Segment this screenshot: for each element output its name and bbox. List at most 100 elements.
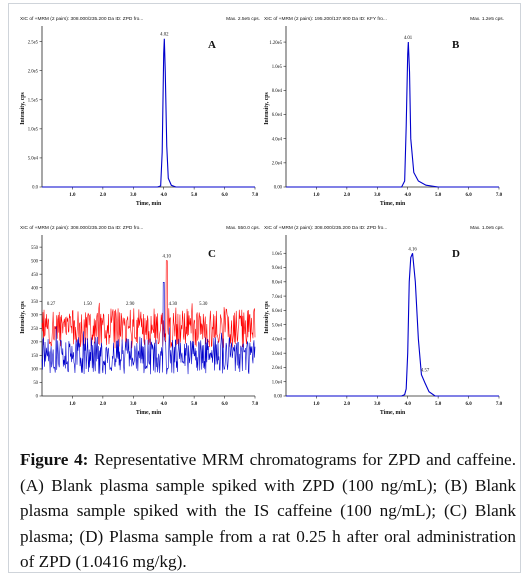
y-axis-label: Intensity, cps bbox=[20, 300, 26, 333]
x-tick-label: 5.0 bbox=[191, 193, 198, 198]
figure-frame bbox=[8, 3, 521, 573]
x-tick-label: 1.0 bbox=[313, 402, 320, 407]
caption-label: Figure 4: bbox=[20, 450, 89, 469]
chart-header: XIC of +MRM (2 pairs): 308.000/235.200 D… bbox=[20, 16, 143, 22]
y-tick-label: 2.5e5 bbox=[28, 40, 39, 45]
peak-label: 0.27 bbox=[47, 302, 56, 307]
chart-max-label: Max. 550.0 cps. bbox=[226, 225, 260, 231]
x-tick-label: 6.0 bbox=[221, 402, 228, 407]
y-tick-label: 150 bbox=[31, 354, 39, 359]
peak-label: 4.16 bbox=[408, 247, 417, 252]
panel-letter: A bbox=[208, 39, 216, 51]
x-tick-label: 7.0 bbox=[496, 402, 503, 407]
x-tick-label: 7.0 bbox=[252, 193, 259, 198]
y-tick-label: 2.0e4 bbox=[272, 162, 283, 167]
y-tick-label: 8.0e4 bbox=[272, 89, 283, 94]
chromatogram-panel-a: XIC of +MRM (2 pairs): 308.000/235.200 D… bbox=[20, 16, 260, 207]
x-tick-label: 6.0 bbox=[465, 402, 472, 407]
y-tick-label: 2.0e5 bbox=[28, 69, 39, 74]
y-tick-label: 200 bbox=[31, 341, 39, 346]
x-tick-label: 1.0 bbox=[313, 193, 320, 198]
y-axis-label: Intensity, cps bbox=[20, 91, 26, 124]
y-tick-label: 1.20e5 bbox=[269, 41, 282, 46]
panel-letter: B bbox=[452, 39, 460, 51]
y-tick-label: 0.0 bbox=[32, 186, 39, 191]
y-tick-label: 3.0e4 bbox=[272, 352, 283, 357]
y-tick-label: 550 bbox=[31, 246, 39, 251]
y-tick-label: 4.0e4 bbox=[272, 137, 283, 142]
chart-max-label: Max. 2.5e5 cps. bbox=[226, 16, 260, 22]
peak-label: 4.57 bbox=[421, 369, 430, 374]
x-axis-label: Time, min bbox=[380, 410, 406, 416]
peak-label: 4.10 bbox=[163, 255, 172, 260]
x-tick-label: 5.0 bbox=[191, 402, 198, 407]
x-tick-label: 2.0 bbox=[100, 193, 107, 198]
x-tick-label: 4.0 bbox=[161, 402, 168, 407]
x-axis-label: Time, min bbox=[136, 410, 162, 416]
y-tick-label: 5.0e4 bbox=[28, 157, 39, 162]
x-tick-label: 3.0 bbox=[130, 402, 137, 407]
y-tick-label: 1.0e5 bbox=[272, 65, 283, 70]
y-tick-label: 50 bbox=[33, 381, 38, 386]
caption-text: Representative MRM chromatograms for ZPD… bbox=[20, 450, 516, 571]
x-tick-label: 4.0 bbox=[161, 193, 168, 198]
y-tick-label: 350 bbox=[31, 300, 39, 305]
x-tick-label: 4.0 bbox=[405, 402, 412, 407]
x-tick-label: 1.0 bbox=[69, 193, 76, 198]
x-tick-label: 6.0 bbox=[221, 193, 228, 198]
panel-letter: D bbox=[452, 248, 460, 260]
panel-letter: C bbox=[208, 248, 216, 260]
x-axis-label: Time, min bbox=[136, 201, 162, 207]
y-tick-label: 9.0e4 bbox=[272, 266, 283, 271]
y-tick-label: 0.00 bbox=[274, 186, 283, 191]
y-tick-label: 250 bbox=[31, 327, 39, 332]
chart-header: XIC of +MRM (2 pairs): 308.000/235.200 D… bbox=[20, 225, 143, 231]
y-tick-label: 5.0e4 bbox=[272, 323, 283, 328]
x-axis-label: Time, min bbox=[380, 201, 406, 207]
y-tick-label: 450 bbox=[31, 273, 39, 278]
y-tick-label: 6.0e4 bbox=[272, 113, 283, 118]
chromatogram-panel-b: XIC of +MRM (2 pairs): 195.200/137.900 D… bbox=[264, 16, 504, 207]
y-tick-label: 400 bbox=[31, 286, 39, 291]
x-tick-label: 3.0 bbox=[374, 402, 381, 407]
y-tick-label: 500 bbox=[31, 259, 39, 264]
y-tick-label: 6.0e4 bbox=[272, 309, 283, 314]
peak-label: 1.50 bbox=[83, 302, 92, 307]
chromatogram-panel-c: XIC of +MRM (2 pairs): 308.000/235.200 D… bbox=[20, 225, 260, 416]
y-tick-label: 8.0e4 bbox=[272, 281, 283, 286]
peak-label: 4.30 bbox=[169, 302, 178, 307]
series-line-1 bbox=[42, 38, 255, 188]
y-tick-label: 1.0e5 bbox=[272, 252, 283, 257]
x-tick-label: 2.0 bbox=[344, 193, 351, 198]
chart-header: XIC of +MRM (2 pairs): 308.000/235.200 D… bbox=[264, 225, 387, 231]
chromatogram-panel-d: XIC of +MRM (2 pairs): 308.000/235.200 D… bbox=[264, 225, 504, 416]
x-tick-label: 6.0 bbox=[465, 193, 472, 198]
y-tick-label: 2.0e4 bbox=[272, 366, 283, 371]
series-line-2 bbox=[41, 282, 256, 375]
peak-label: 5.30 bbox=[199, 302, 208, 307]
y-axis-label: Intensity, cps bbox=[264, 300, 270, 333]
x-tick-label: 2.0 bbox=[344, 402, 351, 407]
figure-caption: Figure 4: Representative MRM chromatogra… bbox=[20, 447, 516, 575]
y-tick-label: 1.5e5 bbox=[28, 98, 39, 103]
x-tick-label: 7.0 bbox=[252, 402, 259, 407]
chart-max-label: Max. 1.0e5 cps. bbox=[470, 225, 504, 231]
chart-max-label: Max. 1.2e5 cps. bbox=[470, 16, 504, 22]
y-tick-label: 100 bbox=[31, 368, 39, 373]
series-line-1 bbox=[286, 42, 499, 188]
y-tick-label: 0.00 bbox=[274, 395, 283, 400]
x-tick-label: 3.0 bbox=[374, 193, 381, 198]
x-tick-label: 1.0 bbox=[69, 402, 76, 407]
x-tick-label: 2.0 bbox=[100, 402, 107, 407]
y-tick-label: 300 bbox=[31, 313, 39, 318]
peak-label: 2.90 bbox=[126, 302, 135, 307]
peak-label: 4.01 bbox=[404, 36, 413, 41]
chart-header: XIC of +MRM (2 pairs): 195.200/137.900 D… bbox=[264, 16, 387, 22]
x-tick-label: 7.0 bbox=[496, 193, 503, 198]
y-tick-label: 1.0e5 bbox=[28, 128, 39, 133]
y-tick-label: 7.0e4 bbox=[272, 295, 283, 300]
y-tick-label: 1.0e4 bbox=[272, 380, 283, 385]
peak-label: 4.02 bbox=[160, 33, 169, 38]
x-tick-label: 3.0 bbox=[130, 193, 137, 198]
y-axis-label: Intensity, cps bbox=[264, 91, 270, 124]
